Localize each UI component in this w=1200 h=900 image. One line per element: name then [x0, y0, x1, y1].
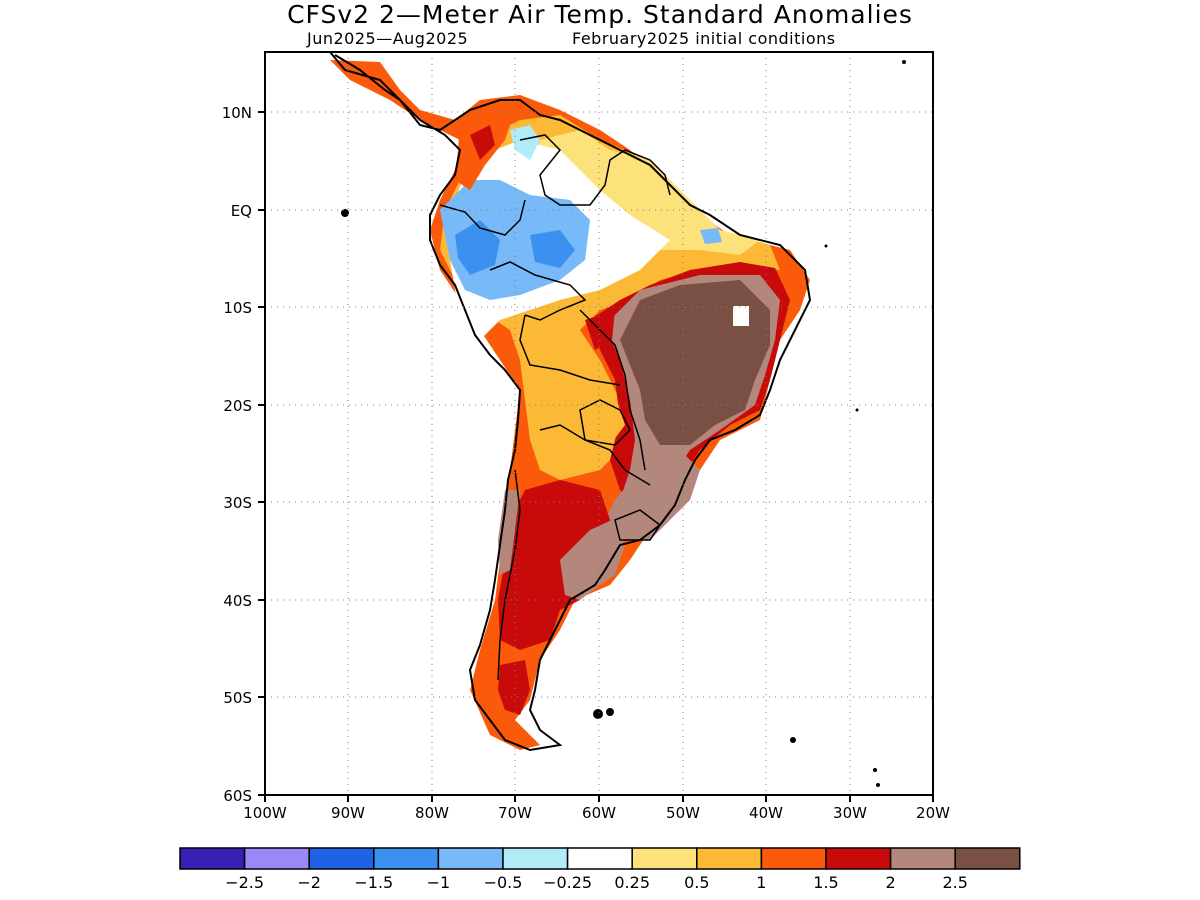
anomaly-region-neg-light	[510, 125, 540, 160]
colorbar-swatch	[825, 847, 892, 870]
x-tick-label: 90W	[331, 804, 365, 822]
x-tick-label: 20W	[916, 804, 950, 822]
colorbar	[179, 847, 1021, 870]
colorbar-label: −1	[427, 873, 451, 892]
anomaly-region-neg-strong	[455, 220, 500, 275]
y-tick-label: 20S	[223, 397, 252, 415]
colorbar-swatch	[373, 847, 440, 870]
anomaly-region-neg-east	[700, 228, 722, 244]
colorbar-swatch	[760, 847, 827, 870]
y-axis-labels: 10N EQ 10S 20S 30S 40S 50S 60S	[222, 104, 252, 805]
colorbar-label: 1	[756, 873, 766, 892]
x-tick-label: 50W	[666, 804, 700, 822]
colorbar-label: −0.25	[543, 873, 592, 892]
y-tick-label: EQ	[231, 202, 252, 220]
colorbar-swatch	[437, 847, 504, 870]
x-axis-labels: 100W 90W 80W 70W 60W 50W 40W 30W 20W	[243, 804, 950, 822]
anomaly-region-brown	[620, 280, 770, 445]
colorbar-label: 0.5	[684, 873, 709, 892]
colorbar-label: −0.5	[484, 873, 523, 892]
y-tick-label: 10N	[222, 104, 252, 122]
colorbar-label: −1.5	[354, 873, 393, 892]
anomaly-region-patagonia-red	[498, 660, 530, 715]
tick-marks	[258, 111, 934, 802]
colorbar-swatch	[308, 847, 375, 870]
colorbar-label: −2	[297, 873, 321, 892]
y-tick-label: 10S	[223, 299, 252, 317]
initial-conditions: February2025 initial conditions	[572, 29, 836, 48]
map-title: CFSv2 2—Meter Air Temp. Standard Anomali…	[287, 0, 913, 29]
x-tick-label: 30W	[833, 804, 867, 822]
y-tick-label: 30S	[223, 494, 252, 512]
colorbar-swatch	[243, 847, 310, 870]
colorbar-labels: −2.5 −2 −1.5 −1 −0.5 −0.25 0.25 0.5 1 1.5 2 2.5	[225, 873, 968, 892]
y-tick-label: 40S	[223, 592, 252, 610]
colorbar-label: 1.5	[813, 873, 838, 892]
colorbar-swatch	[889, 847, 956, 870]
colorbar-swatch	[566, 847, 633, 870]
y-tick-label: 50S	[223, 689, 252, 707]
x-tick-label: 40W	[749, 804, 783, 822]
colorbar-label: 2	[886, 873, 896, 892]
forecast-period: Jun2025—Aug2025	[307, 29, 469, 48]
anomaly-region-mauve-south	[605, 450, 700, 540]
colorbar-label: 0.25	[614, 873, 650, 892]
x-tick-label: 80W	[415, 804, 449, 822]
colorbar-label: −2.5	[225, 873, 264, 892]
y-tick-label: 60S	[223, 787, 252, 805]
coastlines	[329, 52, 812, 752]
anomaly-region-chile-mauve	[498, 490, 520, 575]
colorbar-swatch	[696, 847, 763, 870]
anomaly-region-neg-strong-2	[530, 230, 575, 268]
colorbar-swatch	[502, 847, 569, 870]
x-tick-label: 70W	[498, 804, 532, 822]
anomaly-region-argentina-red	[498, 480, 610, 650]
anomaly-region-north-hot-2	[470, 125, 495, 160]
anomaly-region-argentina-mauve	[560, 520, 625, 600]
missing-data-cell	[733, 306, 749, 326]
colorbar-swatch	[954, 847, 1021, 870]
x-tick-label: 100W	[243, 804, 287, 822]
colorbar-swatch	[631, 847, 698, 870]
x-tick-label: 60W	[582, 804, 616, 822]
anomaly-field	[330, 60, 810, 750]
islands	[341, 60, 906, 787]
colorbar-label: 2.5	[942, 873, 967, 892]
colorbar-swatch	[179, 847, 246, 870]
